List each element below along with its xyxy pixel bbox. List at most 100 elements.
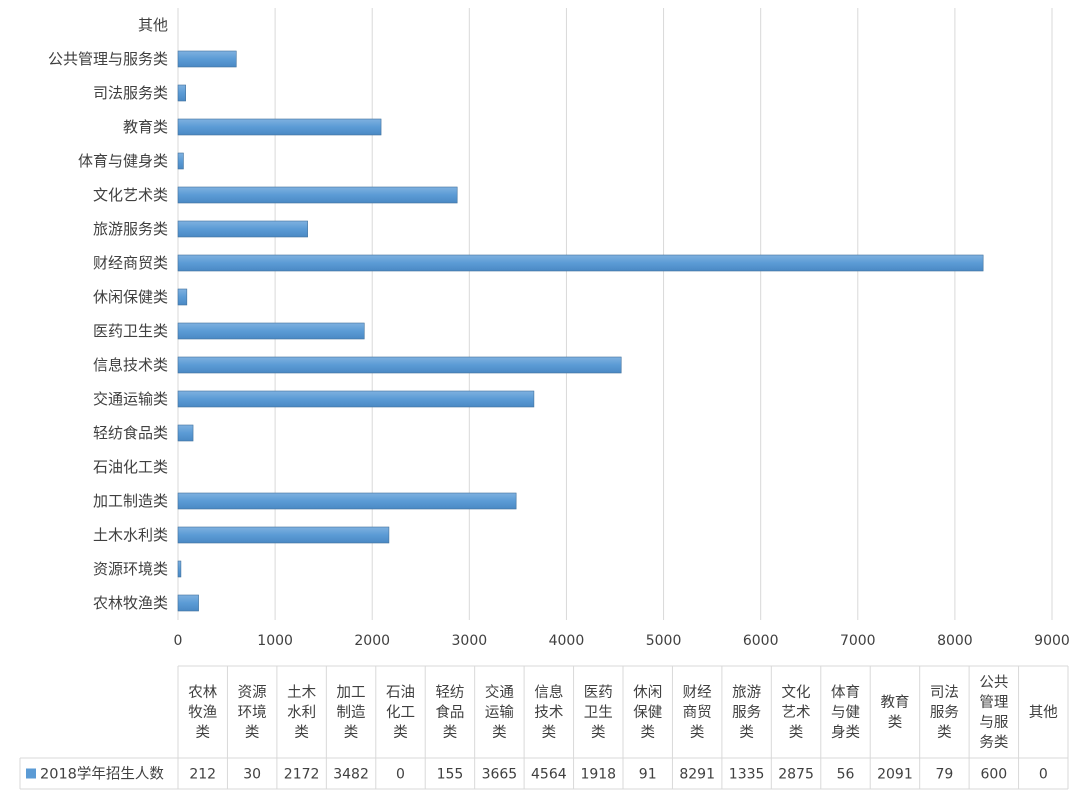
table-header-text: 石油 xyxy=(386,684,415,701)
table-header-text: 与服 xyxy=(979,714,1008,731)
table-header-text: 类 xyxy=(937,724,952,741)
bar xyxy=(177,50,237,68)
table-header-text: 土木 xyxy=(287,684,316,701)
table-header-text: 制造 xyxy=(337,704,366,721)
table-header-text: 身类 xyxy=(831,724,860,741)
table-header-text: 化工 xyxy=(386,704,415,721)
table-header-text: 休闲 xyxy=(633,684,662,701)
bar xyxy=(177,186,458,204)
table-header-text: 运输 xyxy=(485,704,514,721)
category-label: 交通运输类 xyxy=(93,390,168,408)
table-header-text: 类 xyxy=(888,714,903,731)
table-value: 56 xyxy=(837,767,855,783)
table-value: 8291 xyxy=(679,767,715,783)
x-tick-label: 8000 xyxy=(937,633,973,649)
table-header-text: 商贸 xyxy=(683,704,712,721)
table-header-text: 农林 xyxy=(188,684,217,701)
category-label: 信息技术类 xyxy=(93,356,168,374)
category-label: 其他 xyxy=(138,16,168,34)
category-label: 文化艺术类 xyxy=(93,186,168,204)
x-tick-label: 3000 xyxy=(452,633,488,649)
table-value: 0 xyxy=(396,767,405,783)
table-header-text: 艺术 xyxy=(782,704,811,721)
bar xyxy=(177,560,182,578)
table-header-text: 轻纺 xyxy=(435,684,464,701)
x-tick-label: 6000 xyxy=(743,633,779,649)
table-value: 1918 xyxy=(580,767,616,783)
table-header-text: 水利 xyxy=(287,704,316,721)
x-tick-label: 7000 xyxy=(840,633,876,649)
table-header-text: 其他 xyxy=(1029,704,1058,721)
table-header-text: 务类 xyxy=(979,734,1008,751)
table-header-text: 文化 xyxy=(782,684,811,701)
bar xyxy=(177,322,365,340)
table-value: 1335 xyxy=(729,767,765,783)
category-label: 教育类 xyxy=(123,118,168,136)
category-label: 轻纺食品类 xyxy=(93,424,168,442)
bar xyxy=(177,118,382,136)
bar xyxy=(177,356,622,374)
x-tick-label: 2000 xyxy=(354,633,390,649)
table-header-text: 公共 xyxy=(979,674,1008,691)
category-label: 公共管理与服务类 xyxy=(48,50,168,68)
table-header-text: 体育 xyxy=(831,684,860,701)
x-axis-tick-labels: 0 1000 2000 3000 4000 5000 6000 7000 8000 9000 xyxy=(174,633,1070,649)
category-label: 司法服务类 xyxy=(93,84,168,102)
bars xyxy=(177,50,984,612)
bar xyxy=(177,424,194,442)
bar xyxy=(177,492,517,510)
table-value: 3482 xyxy=(333,767,369,783)
category-label: 医药卫生类 xyxy=(93,322,168,340)
bar xyxy=(177,220,308,238)
table-header-text: 服务 xyxy=(732,704,761,721)
x-tick-label: 5000 xyxy=(646,633,682,649)
table-header-text: 司法 xyxy=(930,684,959,701)
table-value: 30 xyxy=(243,767,261,783)
table-header-text: 类 xyxy=(294,724,309,741)
table-value: 91 xyxy=(639,767,657,783)
bar xyxy=(177,594,199,612)
table-header-text: 类 xyxy=(344,724,359,741)
table-header-text: 类 xyxy=(591,724,606,741)
table-value: 79 xyxy=(935,767,953,783)
bar xyxy=(177,288,188,306)
category-label: 石油化工类 xyxy=(93,458,168,476)
table-header-text: 教育 xyxy=(880,694,909,711)
category-label: 旅游服务类 xyxy=(93,220,168,238)
table-header-text: 旅游 xyxy=(732,684,761,701)
category-label: 体育与健身类 xyxy=(78,152,168,170)
table-header-text: 管理 xyxy=(979,694,1008,711)
category-label: 农林牧渔类 xyxy=(93,594,168,612)
table-header-text: 资源 xyxy=(238,684,267,701)
table-value: 4564 xyxy=(531,767,567,783)
data-table: 农林牧渔类 资源环境类 土木水利类 加工制造类 石油化工类 轻纺食品类 交通运输类 信息技术类… xyxy=(19,665,1069,790)
table-header-text: 食品 xyxy=(435,704,464,721)
table-value: 600 xyxy=(980,767,1007,783)
category-label: 加工制造类 xyxy=(93,492,168,510)
table-value: 0 xyxy=(1039,767,1048,783)
x-tick-label: 9000 xyxy=(1034,633,1070,649)
table-header-text: 类 xyxy=(393,724,408,741)
category-label: 资源环境类 xyxy=(93,560,168,578)
bar xyxy=(177,390,535,408)
table-header-text: 类 xyxy=(245,724,260,741)
table-header-text: 技术 xyxy=(534,704,563,721)
table-header-text: 类 xyxy=(640,724,655,741)
table-header-text: 类 xyxy=(739,724,754,741)
legend-label: 2018学年招生人数 xyxy=(40,766,164,783)
gridlines xyxy=(177,8,1053,620)
table-header-text: 服务 xyxy=(930,704,959,721)
table-header-text: 类 xyxy=(492,724,507,741)
x-tick-label: 1000 xyxy=(257,633,293,649)
table-header-text: 加工 xyxy=(337,684,366,701)
category-label: 财经商贸类 xyxy=(93,254,168,272)
table-header-text: 与健 xyxy=(831,704,860,721)
table-value: 212 xyxy=(189,767,216,783)
bar xyxy=(177,254,984,272)
table-value: 2172 xyxy=(284,767,320,783)
table-header-text: 保健 xyxy=(633,704,662,721)
table-header-text: 医药 xyxy=(584,684,613,701)
table-value: 2875 xyxy=(778,767,814,783)
